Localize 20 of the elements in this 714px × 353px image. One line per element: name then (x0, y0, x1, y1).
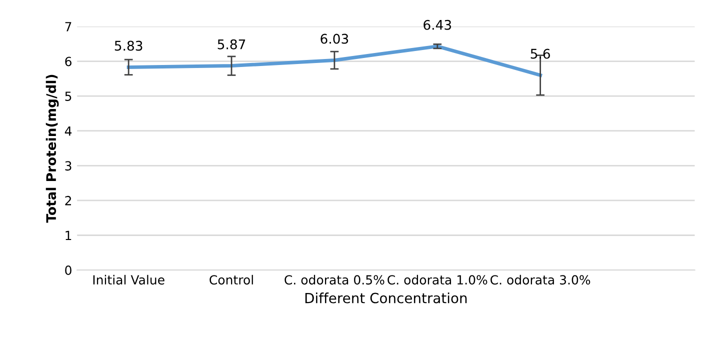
data-label: 5.87 (218, 39, 246, 50)
y-tick-label: 2 (65, 196, 71, 206)
data-label: 5.83 (114, 40, 142, 51)
x-tick-label: C. odorata 1.0% (388, 274, 488, 285)
y-tick-label: 6 (65, 56, 72, 66)
x-tick-label: C. odorata 3.0% (490, 274, 590, 285)
x-axis-title: Different Concentration (305, 292, 467, 304)
y-tick-label: 5 (65, 92, 72, 101)
y-tick-label: 7 (65, 22, 72, 32)
y-tick-label: 3 (65, 161, 72, 171)
y-axis-title: Total Protein(mg/dl) (46, 74, 59, 223)
y-tick-label: 1 (66, 230, 72, 240)
y-tick-label: 0 (65, 266, 72, 275)
x-tick-label: C. odorata 0.5% (284, 274, 384, 285)
x-tick-label: Initial Value (93, 274, 164, 285)
data-label: 6.43 (424, 20, 452, 30)
data-label: 6.03 (320, 34, 348, 44)
x-tick-label: Control (210, 274, 253, 285)
y-tick-label: 4 (64, 126, 72, 136)
data-label: 5.6 (530, 48, 550, 59)
